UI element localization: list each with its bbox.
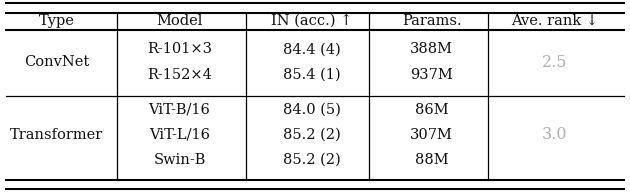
Text: 84.4 (4): 84.4 (4) <box>283 42 341 56</box>
Text: IN (acc.) ↑: IN (acc.) ↑ <box>271 14 353 28</box>
Text: 85.4 (1): 85.4 (1) <box>283 68 341 82</box>
Text: Model: Model <box>156 14 203 28</box>
Text: Type: Type <box>39 14 74 28</box>
Text: 85.2 (2): 85.2 (2) <box>283 153 341 167</box>
Text: 3.0: 3.0 <box>542 126 567 143</box>
Text: ViT-L/16: ViT-L/16 <box>149 128 210 142</box>
Text: 84.0 (5): 84.0 (5) <box>283 103 341 117</box>
Text: 86M: 86M <box>415 103 449 117</box>
Text: 88M: 88M <box>415 153 449 167</box>
Text: ConvNet: ConvNet <box>24 55 89 69</box>
Text: 307M: 307M <box>410 128 453 142</box>
Text: R-152×4: R-152×4 <box>147 68 212 82</box>
Text: 388M: 388M <box>410 42 453 56</box>
Text: 937M: 937M <box>410 68 453 82</box>
Text: ViT-B/16: ViT-B/16 <box>149 103 210 117</box>
Text: R-101×3: R-101×3 <box>147 42 212 56</box>
Text: Transformer: Transformer <box>10 128 103 142</box>
Text: Swin-B: Swin-B <box>153 153 206 167</box>
Text: 85.2 (2): 85.2 (2) <box>283 128 341 142</box>
Text: Ave. rank ↓: Ave. rank ↓ <box>511 14 598 28</box>
Text: 2.5: 2.5 <box>542 54 567 71</box>
Text: Params.: Params. <box>402 14 461 28</box>
